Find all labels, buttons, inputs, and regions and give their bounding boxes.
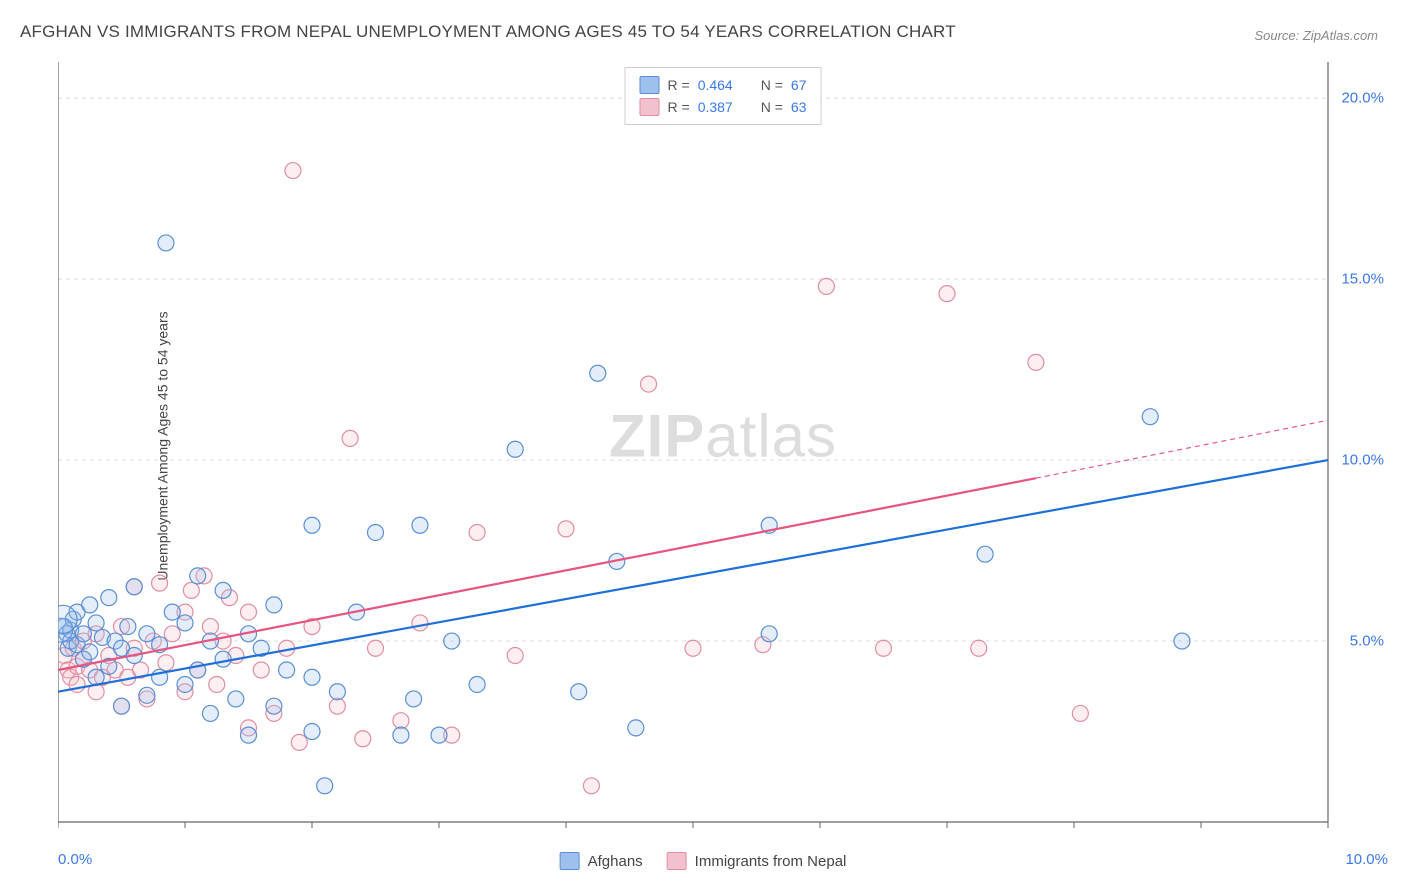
x-axis-min-label: 0.0%	[58, 851, 92, 868]
r-value-afghans: 0.464	[698, 74, 733, 96]
series-legend: Afghans Immigrants from Nepal	[560, 852, 847, 870]
legend-item-afghans: Afghans	[560, 852, 643, 870]
swatch-nepal-bottom	[667, 852, 687, 870]
r-label: R =	[668, 74, 690, 96]
watermark-text: ZIPatlas	[609, 402, 837, 471]
y-tick-label: 5.0%	[1350, 633, 1384, 650]
legend-row-afghans: R = 0.464 N = 67	[640, 74, 807, 96]
legend-label-nepal: Immigrants from Nepal	[695, 853, 847, 870]
n-label: N =	[761, 74, 783, 96]
x-axis-max-label: 10.0%	[1345, 851, 1388, 868]
chart-title: AFGHAN VS IMMIGRANTS FROM NEPAL UNEMPLOY…	[20, 22, 956, 42]
plot-area: ZIPatlas R = 0.464 N = 67 R = 0.387 N = …	[58, 62, 1388, 842]
r-label: R =	[668, 96, 690, 118]
n-value-afghans: 67	[791, 74, 807, 96]
legend-item-nepal: Immigrants from Nepal	[667, 852, 847, 870]
source-attribution: Source: ZipAtlas.com	[1254, 28, 1378, 43]
swatch-afghans-bottom	[560, 852, 580, 870]
legend-row-nepal: R = 0.387 N = 63	[640, 96, 807, 118]
swatch-afghans	[640, 76, 660, 94]
swatch-nepal	[640, 98, 660, 116]
y-tick-label: 10.0%	[1341, 452, 1384, 469]
correlation-legend: R = 0.464 N = 67 R = 0.387 N = 63	[625, 67, 822, 125]
legend-label-afghans: Afghans	[588, 853, 643, 870]
watermark-light: atlas	[705, 403, 837, 470]
n-label: N =	[761, 96, 783, 118]
y-tick-label: 15.0%	[1341, 271, 1384, 288]
chart-container: AFGHAN VS IMMIGRANTS FROM NEPAL UNEMPLOY…	[0, 0, 1406, 892]
watermark-bold: ZIP	[609, 403, 705, 470]
r-value-nepal: 0.387	[698, 96, 733, 118]
n-value-nepal: 63	[791, 96, 807, 118]
y-tick-label: 20.0%	[1341, 90, 1384, 107]
